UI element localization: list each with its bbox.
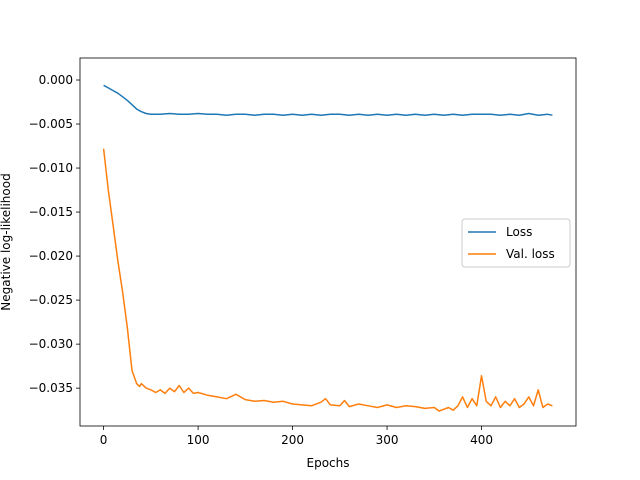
y-axis: 0.000 −0.005 −0.010 −0.015 −0.020 −0.025 −0.03… [29, 73, 80, 395]
y-tick-label: 0.000 [39, 73, 73, 87]
y-tick-label: −0.035 [29, 381, 73, 395]
y-tick-label: −0.030 [29, 337, 73, 351]
legend: Loss Val. loss [461, 218, 571, 268]
legend-box [461, 218, 571, 268]
x-tick-label: 400 [470, 433, 493, 447]
x-tick-label: 200 [281, 433, 304, 447]
x-axis-title: Epochs [307, 456, 350, 470]
series-line-loss [103, 84, 553, 116]
y-tick-label: −0.010 [29, 161, 73, 175]
plot-frame [79, 57, 577, 427]
series-layer [102, 84, 553, 412]
legend-label: Loss [506, 225, 532, 239]
x-tick-label: 300 [376, 433, 399, 447]
y-tick-label: −0.015 [29, 205, 73, 219]
series-line-val-loss [102, 148, 553, 412]
y-tick-label: −0.005 [29, 117, 73, 131]
x-axis: 0 100 200 300 400 [100, 426, 493, 447]
legend-label: Val. loss [506, 247, 555, 261]
x-tick-label: 0 [100, 433, 108, 447]
y-axis-title: Negative log-likelihood [0, 173, 13, 310]
y-tick-label: −0.025 [29, 293, 73, 307]
x-tick-label: 100 [187, 433, 210, 447]
y-tick-label: −0.020 [29, 249, 73, 263]
